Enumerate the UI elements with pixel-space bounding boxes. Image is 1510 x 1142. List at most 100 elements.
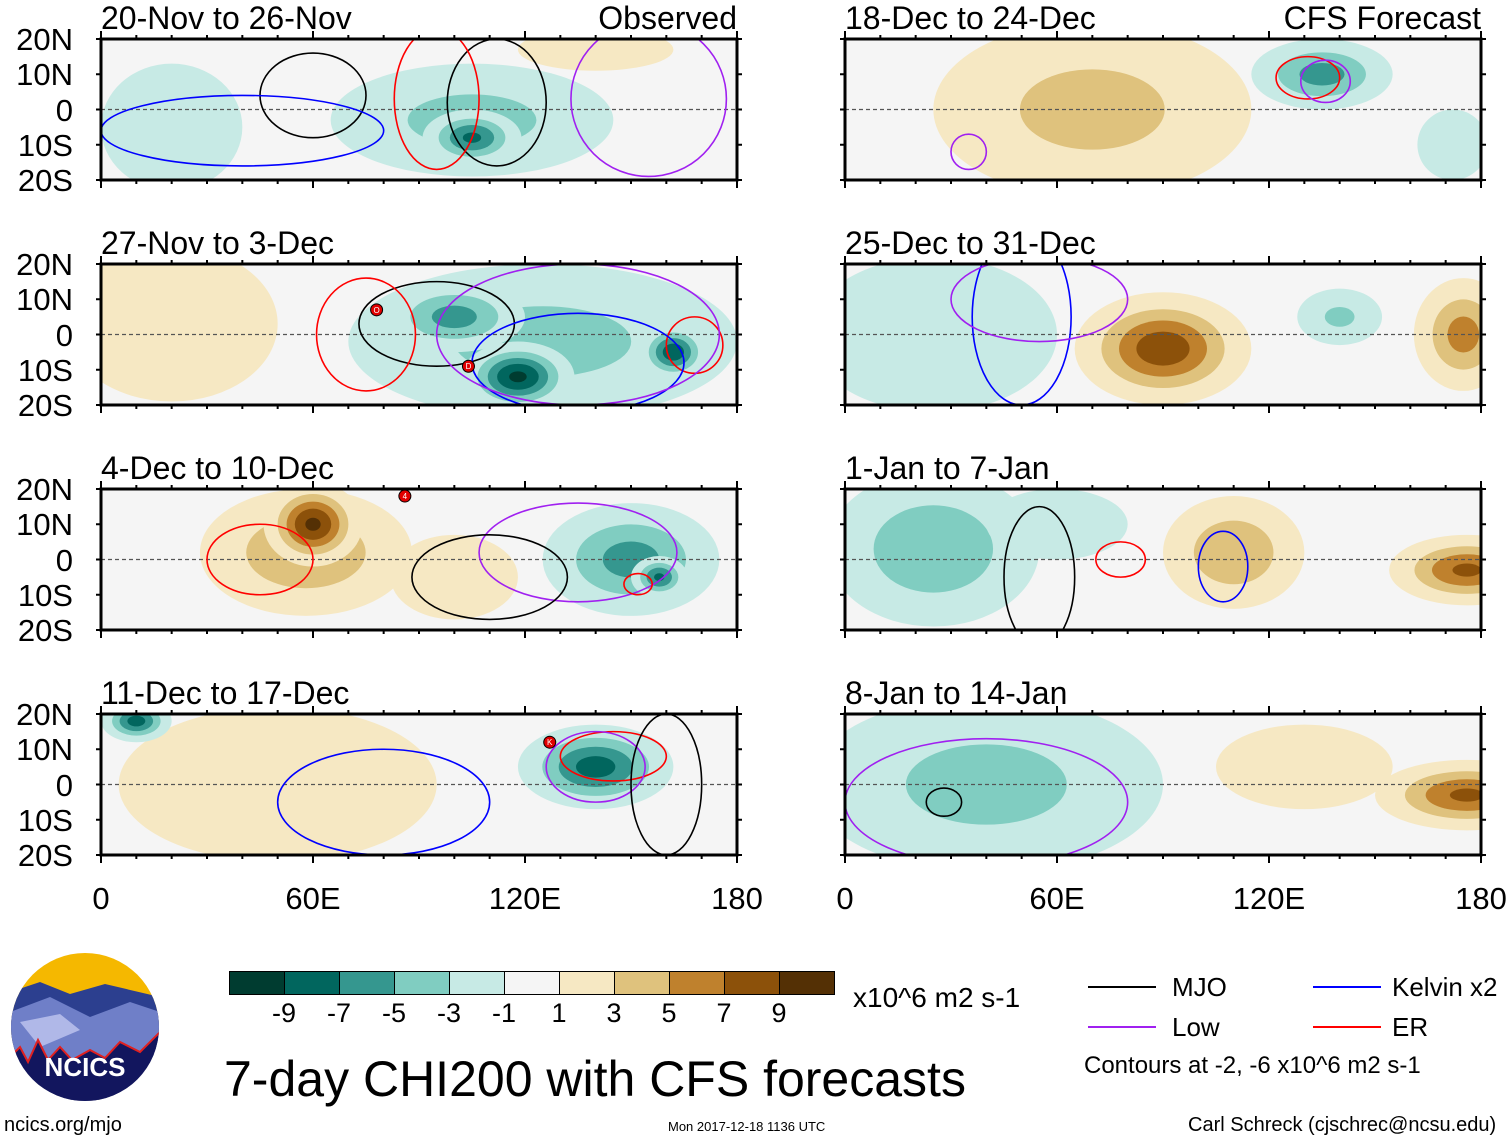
contour-mjo xyxy=(925,787,963,818)
panel-title: 25-Dec to 31-Dec xyxy=(845,225,1096,261)
contour-kelvin xyxy=(101,94,385,167)
colorbar-swatch xyxy=(229,971,285,995)
ncics-logo: NCICS xyxy=(11,953,159,1101)
lat-tick-label: 20S xyxy=(17,388,73,423)
anomaly-contour-fill xyxy=(517,39,674,71)
colorbar-tick-label: -3 xyxy=(436,998,461,1028)
observed-label: Observed xyxy=(598,0,737,36)
lat-tick-label: 20S xyxy=(17,163,73,198)
colorbar-tick-label: -9 xyxy=(271,998,296,1028)
contour-low xyxy=(478,502,678,603)
anomaly-contour-fill xyxy=(1299,63,1345,86)
anomaly-contour-fill xyxy=(1452,563,1481,577)
anomaly-contour-fill xyxy=(575,756,616,778)
legend-kelvin-label: Kelvin x2 xyxy=(1392,972,1498,1002)
contours-note: Contours at -2, -6 x10^6 m2 s-1 xyxy=(1084,1052,1421,1079)
colorbar-swatch xyxy=(504,971,560,995)
map-panel xyxy=(840,31,1486,188)
legend-kelvin-line xyxy=(1313,986,1381,988)
lon-tick-label: 0 xyxy=(836,881,854,916)
lat-tick-label: 20N xyxy=(16,247,73,282)
panel-title: 18-Dec to 24-Dec xyxy=(845,0,1096,36)
map-panel xyxy=(840,481,1486,638)
legend-mjo-line xyxy=(1088,986,1156,988)
lat-tick-label: 10S xyxy=(17,127,73,163)
colorbar-tick-label: -7 xyxy=(326,998,351,1028)
colorbar-tick-label: 9 xyxy=(771,998,787,1028)
contour-mjo xyxy=(446,39,547,167)
legend-er-line xyxy=(1313,1026,1381,1028)
contour-er xyxy=(1275,55,1341,100)
contour-low xyxy=(435,264,721,405)
lat-tick-label: 20S xyxy=(17,838,73,873)
anomaly-contour-fill xyxy=(431,305,477,329)
chart-title: 7-day CHI200 with CFS forecasts xyxy=(224,1051,966,1107)
contour-low xyxy=(545,730,646,803)
footer-url[interactable]: ncics.org/mjo xyxy=(4,1114,122,1136)
anomaly-contour-fill xyxy=(1324,306,1355,327)
lat-tick-label: 20N xyxy=(16,22,73,57)
colorbar-tick-label: 7 xyxy=(716,998,732,1028)
colorbar-tick-label: 5 xyxy=(661,998,677,1028)
lon-tick-label: 180 xyxy=(711,881,763,916)
contour-er xyxy=(623,572,653,596)
contour-mjo xyxy=(630,714,703,855)
contour-er xyxy=(206,523,314,596)
storm-marker: K xyxy=(543,735,557,749)
panel-title: 8-Jan to 14-Jan xyxy=(845,675,1068,711)
colorbar-swatch xyxy=(724,971,780,995)
storm-marker: D xyxy=(461,359,475,373)
panel-title: 27-Nov to 3-Dec xyxy=(101,225,334,261)
contour-kelvin xyxy=(971,264,1072,405)
lat-tick-label: 10N xyxy=(16,57,73,93)
lat-tick-label: 20N xyxy=(16,697,73,732)
lat-tick-label: 0 xyxy=(55,92,73,128)
contour-kelvin xyxy=(276,748,491,855)
storm-marker: O xyxy=(370,303,384,317)
contour-mjo xyxy=(411,534,569,621)
footer-author: Carl Schreck (cjschrec@ncsu.edu) xyxy=(1188,1114,1497,1136)
map-panel xyxy=(96,31,742,188)
anomaly-contour-fill xyxy=(101,63,243,180)
legend-er-label: ER xyxy=(1392,1012,1429,1042)
colorbar-swatch xyxy=(449,971,505,995)
map-panel xyxy=(840,256,1486,413)
storm-label: O xyxy=(373,306,379,315)
lat-tick-label: 0 xyxy=(55,317,73,353)
anomaly-contour-fill xyxy=(986,489,1128,560)
colorbar-swatch xyxy=(614,971,670,995)
lon-tick-label: 180 xyxy=(1455,881,1507,916)
contour-er xyxy=(393,39,480,171)
panel-title: 1-Jan to 7-Jan xyxy=(845,450,1050,486)
colorbar-tick-label: -5 xyxy=(381,998,406,1028)
contour-kelvin xyxy=(1197,530,1249,603)
map-panel: K xyxy=(96,706,742,863)
lat-tick-label: 20N xyxy=(16,472,73,507)
lat-tick-label: 10N xyxy=(16,507,73,543)
lat-tick-label: 10N xyxy=(16,732,73,768)
panel-title: 20-Nov to 26-Nov xyxy=(101,0,352,36)
colorbar-units: x10^6 m2 s-1 xyxy=(853,982,1021,1013)
legend-mjo-label: MJO xyxy=(1172,972,1227,1002)
legend-low-label: Low xyxy=(1172,1012,1220,1042)
storm-label: 4 xyxy=(403,492,408,501)
legend-low-line xyxy=(1088,1026,1156,1028)
colorbar-swatch xyxy=(779,971,835,995)
lon-tick-label: 60E xyxy=(285,881,341,916)
anomaly-contour-fill xyxy=(305,517,321,531)
contour-er xyxy=(315,277,417,392)
storm-label: D xyxy=(466,362,472,371)
colorbar-swatch xyxy=(669,971,725,995)
map-panel: OD xyxy=(96,256,742,413)
anomaly-contour-fill xyxy=(390,534,518,620)
lat-tick-label: 10S xyxy=(17,802,73,838)
colorbar-swatch xyxy=(559,971,615,995)
contour-low xyxy=(570,39,728,178)
anomaly-contour-fill xyxy=(509,371,527,383)
lon-tick-label: 0 xyxy=(92,881,110,916)
colorbar-tick-label: 1 xyxy=(551,998,567,1028)
anomaly-contour-fill xyxy=(1136,331,1190,366)
anomaly-contour-fill xyxy=(1449,788,1481,802)
contour-er xyxy=(665,316,724,375)
colorbar-swatch xyxy=(339,971,395,995)
